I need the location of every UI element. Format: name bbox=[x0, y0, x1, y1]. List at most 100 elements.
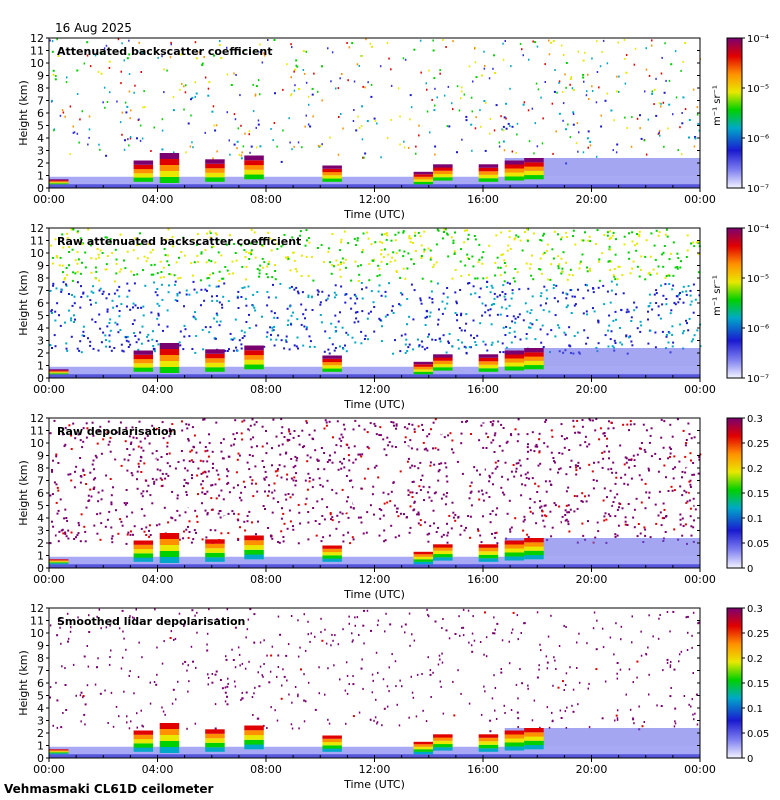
x-tick-label: 00:00 bbox=[684, 763, 716, 776]
colorbar-tick-label: 10⁻⁴ bbox=[747, 34, 769, 45]
colorbar-tick-label: 0 bbox=[747, 754, 753, 765]
colorbar-tick-label: 10⁻⁶ bbox=[747, 134, 769, 145]
y-tick-label: 10 bbox=[30, 437, 44, 450]
colorbar-tick-label: 0.05 bbox=[747, 729, 769, 740]
x-tick-label: 12:00 bbox=[359, 383, 391, 396]
x-tick-label: 04:00 bbox=[142, 573, 174, 586]
y-axis-label: Height (km) bbox=[17, 650, 30, 716]
colorbar-tick-label: 0.05 bbox=[747, 539, 769, 550]
y-tick-label: 5 bbox=[37, 500, 44, 513]
cloud-features bbox=[49, 723, 544, 755]
colorbar-tick-label: 0.1 bbox=[747, 514, 763, 525]
x-tick-label: 16:00 bbox=[467, 383, 499, 396]
colorbar-tick-label: 0.2 bbox=[747, 654, 763, 665]
colorbar-unit: m⁻¹ sr⁻¹ bbox=[712, 275, 723, 316]
noise-texture bbox=[49, 608, 700, 735]
x-tick-label: 16:00 bbox=[467, 763, 499, 776]
y-tick-label: 8 bbox=[37, 82, 44, 95]
y-tick-label: 12 bbox=[30, 222, 44, 235]
y-tick-label: 6 bbox=[37, 297, 44, 310]
colorbar-tick-label: 0.3 bbox=[747, 414, 763, 425]
colorbar-tick-label: 0.3 bbox=[747, 604, 763, 615]
colorbar-tick-label: 0.15 bbox=[747, 489, 769, 500]
colorbar-tick-label: 10⁻⁵ bbox=[747, 84, 769, 95]
y-tick-label: 2 bbox=[37, 537, 44, 550]
y-tick-label: 2 bbox=[37, 727, 44, 740]
colorbar-tick-label: 10⁻⁷ bbox=[747, 374, 769, 385]
colorbar-unit: m⁻¹ sr⁻¹ bbox=[712, 85, 723, 126]
x-tick-label: 08:00 bbox=[250, 763, 282, 776]
y-tick-label: 12 bbox=[30, 412, 44, 425]
cloud-features bbox=[49, 533, 544, 565]
noise-texture bbox=[49, 228, 702, 355]
colorbar: 10⁻⁷ 10⁻⁶ 10⁻⁵ 10⁻⁴ m⁻¹ sr⁻¹ bbox=[712, 224, 769, 385]
y-tick-label: 12 bbox=[30, 602, 44, 615]
y-tick-label: 7 bbox=[37, 665, 44, 678]
x-tick-label: 00:00 bbox=[684, 383, 716, 396]
y-tick-label: 10 bbox=[30, 627, 44, 640]
y-tick-label: 12 bbox=[30, 32, 44, 45]
x-axis-label: Time (UTC) bbox=[343, 398, 405, 411]
colorbar-tick-label: 10⁻⁴ bbox=[747, 224, 769, 235]
x-tick-label: 20:00 bbox=[576, 383, 608, 396]
x-tick-label: 08:00 bbox=[250, 573, 282, 586]
date-label: 16 Aug 2025 bbox=[55, 21, 132, 35]
colorbar: 0 0.05 0.1 0.15 0.2 0.25 0.3 bbox=[726, 414, 769, 575]
y-tick-label: 1 bbox=[37, 740, 44, 753]
cloud-features bbox=[49, 343, 544, 375]
x-tick-label: 04:00 bbox=[142, 383, 174, 396]
x-tick-label: 16:00 bbox=[467, 573, 499, 586]
colorbar: 10⁻⁷ 10⁻⁶ 10⁻⁵ 10⁻⁴ m⁻¹ sr⁻¹ bbox=[712, 34, 769, 195]
x-tick-label: 20:00 bbox=[576, 193, 608, 206]
y-tick-label: 9 bbox=[37, 450, 44, 463]
y-tick-label: 5 bbox=[37, 310, 44, 323]
y-tick-label: 1 bbox=[37, 170, 44, 183]
y-tick-label: 10 bbox=[30, 247, 44, 260]
y-tick-label: 5 bbox=[37, 690, 44, 703]
y-tick-label: 4 bbox=[37, 322, 44, 335]
noise-texture bbox=[49, 418, 702, 545]
y-tick-label: 3 bbox=[37, 525, 44, 538]
instrument-label: Vehmasmaki CL61D ceilometer bbox=[4, 782, 213, 796]
y-tick-label: 3 bbox=[37, 145, 44, 158]
colorbar-tick-label: 0 bbox=[747, 564, 753, 575]
x-tick-label: 04:00 bbox=[142, 193, 174, 206]
y-tick-label: 4 bbox=[37, 132, 44, 145]
y-tick-label: 3 bbox=[37, 715, 44, 728]
y-tick-label: 8 bbox=[37, 652, 44, 665]
y-tick-label: 6 bbox=[37, 107, 44, 120]
x-tick-label: 00:00 bbox=[33, 573, 65, 586]
x-tick-label: 12:00 bbox=[359, 763, 391, 776]
y-tick-label: 11 bbox=[30, 615, 44, 628]
x-tick-label: 20:00 bbox=[576, 763, 608, 776]
x-tick-label: 00:00 bbox=[684, 573, 716, 586]
panel-title: Attenuated backscatter coefficient bbox=[57, 45, 273, 58]
colorbar-tick-label: 10⁻⁶ bbox=[747, 324, 769, 335]
y-tick-label: 4 bbox=[37, 702, 44, 715]
y-tick-label: 10 bbox=[30, 57, 44, 70]
x-tick-label: 00:00 bbox=[684, 193, 716, 206]
colorbar-tick-label: 0.25 bbox=[747, 629, 769, 640]
y-tick-label: 7 bbox=[37, 475, 44, 488]
y-axis-label: Height (km) bbox=[17, 80, 30, 146]
y-tick-label: 1 bbox=[37, 550, 44, 563]
x-tick-label: 00:00 bbox=[33, 383, 65, 396]
y-tick-label: 0 bbox=[37, 182, 44, 195]
y-tick-label: 6 bbox=[37, 677, 44, 690]
y-axis-label: Height (km) bbox=[17, 270, 30, 336]
y-tick-label: 7 bbox=[37, 95, 44, 108]
y-tick-label: 0 bbox=[37, 752, 44, 765]
y-tick-label: 2 bbox=[37, 347, 44, 360]
colorbar-tick-label: 0.2 bbox=[747, 464, 763, 475]
y-tick-label: 5 bbox=[37, 120, 44, 133]
colorbar-tick-label: 10⁻⁷ bbox=[747, 184, 769, 195]
y-tick-label: 7 bbox=[37, 285, 44, 298]
y-tick-label: 3 bbox=[37, 335, 44, 348]
y-tick-label: 8 bbox=[37, 272, 44, 285]
y-tick-label: 9 bbox=[37, 260, 44, 273]
